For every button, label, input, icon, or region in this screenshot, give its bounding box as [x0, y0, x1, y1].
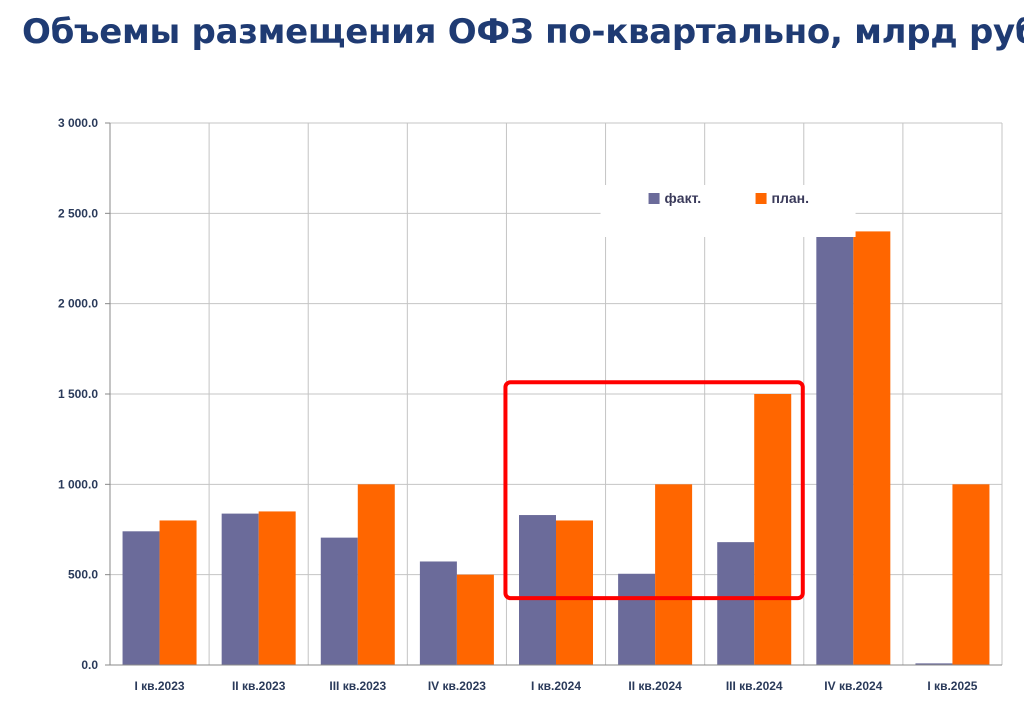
y-tick-label: 500.0: [68, 568, 98, 582]
bar-plan: [456, 574, 494, 665]
x-tick-label: II кв.2023: [232, 679, 286, 693]
bar-fact: [618, 573, 656, 665]
y-tick-labels: 0.0 500.0 1 000.0 1 500.0 2 000.0 2 500.0 3 00…: [58, 116, 98, 672]
legend-swatch: [648, 193, 660, 204]
legend-swatch: [755, 193, 767, 204]
x-tick-label: IV кв.2023: [428, 679, 486, 693]
x-tick-label: III кв.2023: [329, 679, 386, 693]
y-tick-label: 1 500.0: [58, 387, 98, 401]
x-tick-label: I кв.2025: [927, 679, 977, 693]
bar-plan: [258, 511, 296, 665]
bar-fact: [221, 513, 259, 665]
bar-plan: [357, 484, 395, 665]
x-tick-label: III кв.2024: [726, 679, 783, 693]
legend-label: факт.: [665, 190, 702, 206]
bar-plan: [853, 231, 891, 665]
bars: [122, 231, 990, 665]
bar-plan: [556, 520, 593, 665]
bar-plan: [159, 520, 197, 665]
y-tick-label: 1 000.0: [58, 477, 98, 491]
bar-plan: [754, 394, 792, 665]
bar-fact: [320, 537, 358, 665]
x-tick-label: I кв.2024: [531, 679, 581, 693]
bar-fact: [419, 561, 457, 665]
bar-fact: [122, 531, 160, 665]
bar-fact: [915, 663, 953, 665]
legend-label: план.: [772, 190, 809, 206]
legend-background: [600, 185, 856, 237]
axes: [105, 122, 1002, 666]
y-tick-label: 2 000.0: [58, 297, 98, 311]
chart-title: Объемы размещения ОФЗ по-квартально, млр…: [22, 12, 1024, 52]
highlight-rectangle: [503, 380, 805, 601]
bar-fact: [816, 236, 854, 665]
legend: факт. план.: [600, 185, 856, 237]
y-tick-label: 3 000.0: [58, 116, 98, 130]
x-tick-label: I кв.2023: [135, 679, 185, 693]
y-tick-label: 2 500.0: [58, 206, 98, 220]
bar-plan: [655, 484, 693, 665]
highlight-box: [503, 380, 805, 601]
y-tick-label: 0.0: [81, 658, 98, 672]
x-tick-labels: I кв.2023 II кв.2023 III кв.2023 IV кв.2023…: [135, 679, 978, 693]
x-tick-label: IV кв.2024: [824, 679, 882, 693]
x-tick-label: II кв.2024: [628, 679, 682, 693]
bar-plan: [952, 484, 990, 665]
bar-fact: [717, 542, 755, 665]
bar-fact: [519, 515, 556, 665]
